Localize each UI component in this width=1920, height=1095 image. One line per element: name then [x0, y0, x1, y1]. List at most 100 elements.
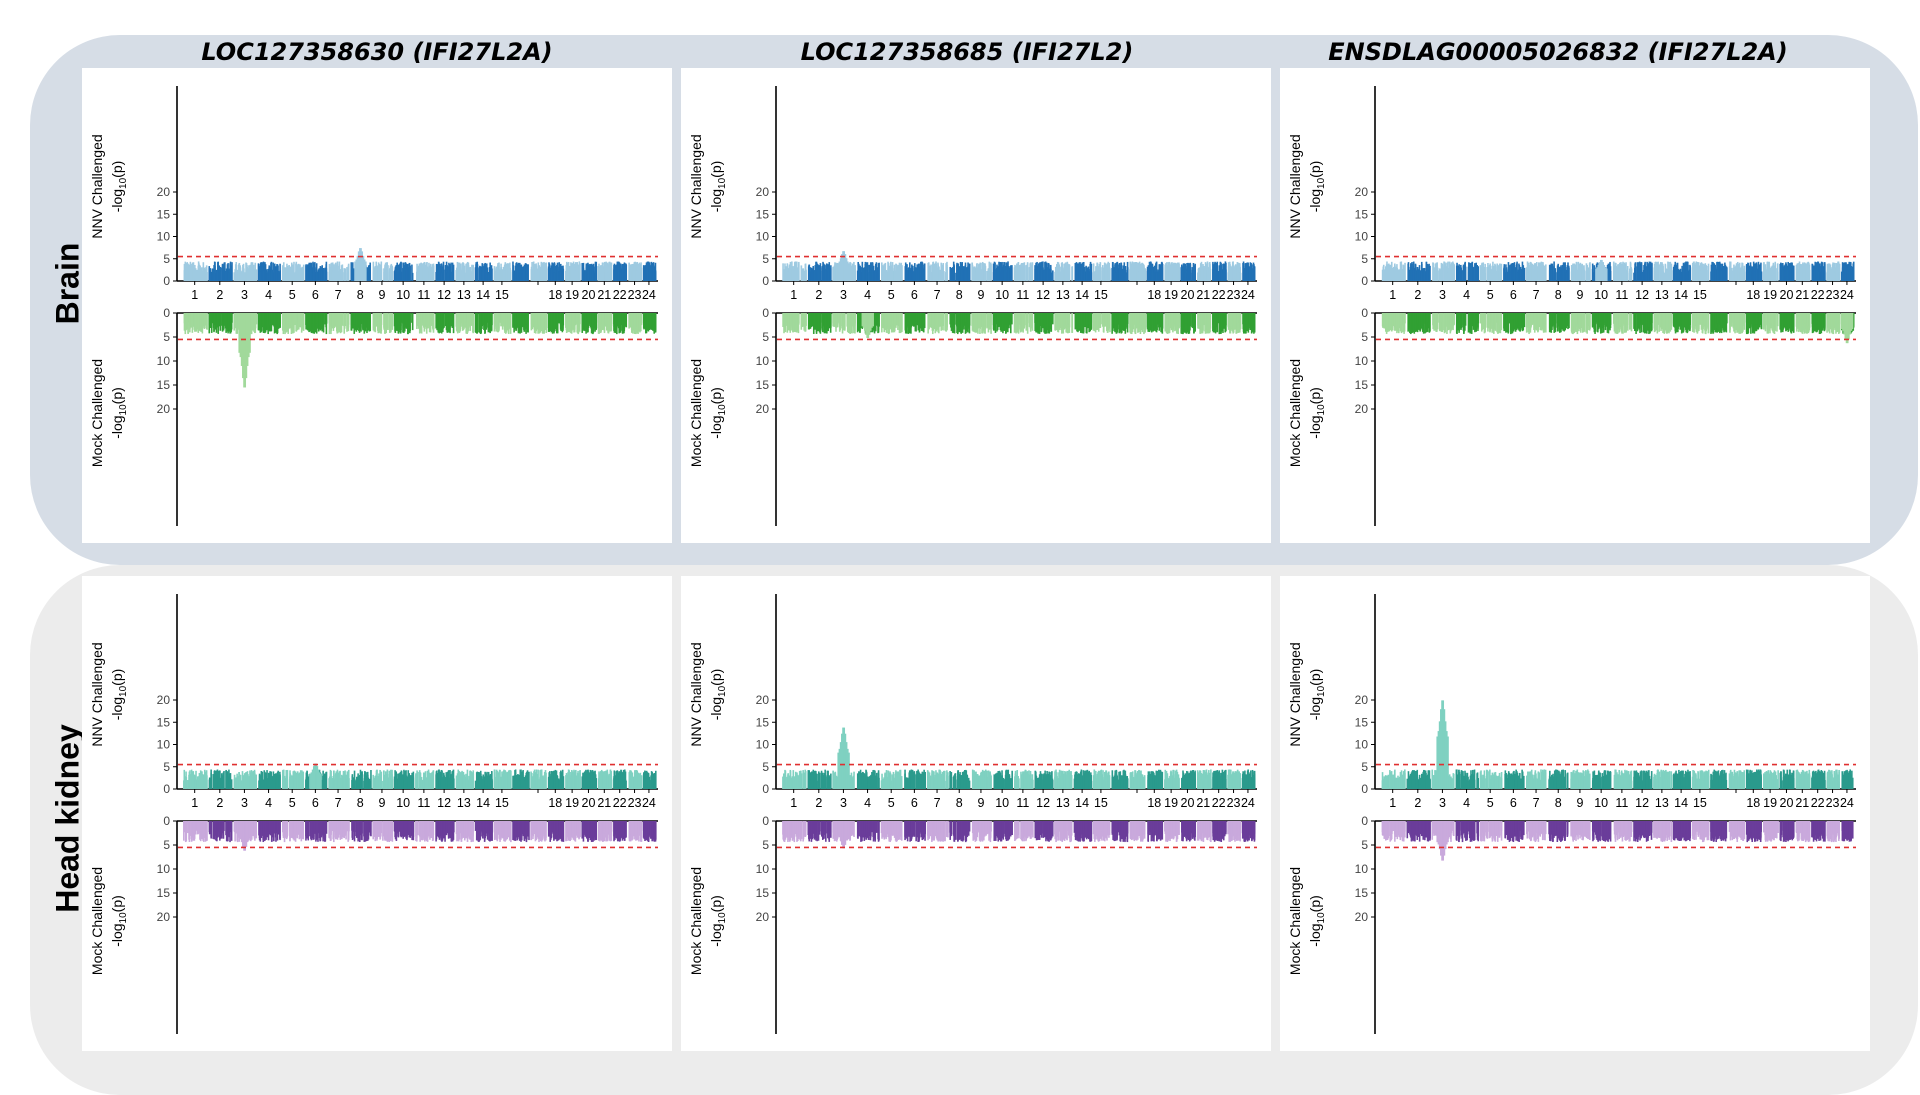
nnv-point-chr12: [452, 272, 454, 281]
nnv-point-chr20: [584, 271, 586, 281]
mock-y-label-suffix: (p): [109, 387, 125, 404]
mock-point-chr17: [1141, 313, 1143, 323]
nnv-point-chr7: [928, 265, 930, 281]
nnv-point-chr6: [920, 263, 922, 281]
tissue-label-brain: Brain: [50, 104, 87, 464]
nnv-point-chr7: [941, 270, 943, 281]
nnv-point-chr7: [340, 269, 342, 281]
nnv-point-chr7: [337, 266, 339, 281]
mock-point-chr2: [824, 313, 826, 331]
mock-y-tick-label: 20: [756, 402, 770, 416]
mock-point-chr8: [949, 313, 951, 324]
mock-point-chr3: [840, 313, 842, 326]
mock-point-chr6: [914, 313, 916, 325]
nnv-point-chr2: [830, 268, 832, 281]
mock-point-chr4: [260, 313, 262, 333]
mock-point-chr13: [467, 313, 469, 333]
nnv-y-label: NNV Challenged-log10(p): [688, 134, 728, 238]
nnv-point-chr6: [310, 263, 312, 281]
mock-point-chr9: [976, 313, 978, 332]
nnv-point-chr20: [1186, 273, 1188, 281]
mock-point-chr12: [1044, 313, 1046, 334]
nnv-point-chr13: [461, 269, 463, 281]
mock-point-chr10: [998, 313, 1000, 327]
nnv-point-chr12: [446, 272, 448, 281]
mock-point-chr7: [940, 313, 942, 326]
nnv-point-chr9: [386, 263, 388, 281]
mock-point-chr8: [356, 313, 358, 325]
mock-y-label: Mock Challenged-log10(p): [688, 359, 728, 467]
mock-point-chr13: [465, 313, 467, 323]
nnv-point-chr4: [266, 273, 268, 281]
nnv-point-chr2: [222, 264, 224, 281]
mock-point-chr8: [360, 313, 362, 332]
mock-point-chr12: [1038, 313, 1040, 327]
mock-point-chr11: [1026, 313, 1028, 331]
mock-point-chr14: [480, 313, 482, 330]
mock-point-chr8: [952, 313, 954, 333]
nnv-point-chr10: [408, 268, 410, 281]
mock-y-label-line1: Mock Challenged: [688, 359, 704, 467]
mock-point-chr21: [602, 313, 604, 329]
mock-point-chr15: [1100, 313, 1102, 328]
mock-point-chr12: [439, 313, 441, 332]
mock-point-chr12: [1050, 313, 1052, 332]
mock-point-chr18: [554, 313, 556, 331]
mock-point-chr11: [426, 313, 428, 329]
mock-y-label-sub: 10: [717, 404, 728, 416]
tissue-label-head-kidney: Head kidney: [50, 639, 87, 999]
mock-y-label-suffix: (p): [708, 387, 724, 404]
nnv-point-chr5: [894, 271, 896, 281]
mock-point-chr3: [836, 313, 838, 327]
x-tick-label-chr20: 20: [582, 288, 596, 302]
nnv-point-chr7: [345, 268, 347, 281]
nnv-point-chr5: [882, 271, 884, 281]
mock-y-tick-label: 20: [157, 402, 171, 416]
nnv-point-chr3: [854, 266, 856, 281]
mock-point-chr19: [1168, 313, 1170, 327]
mock-point-chr18: [1148, 313, 1150, 325]
mock-point-chr1: [801, 313, 803, 330]
nnv-point-chr10: [1000, 262, 1002, 281]
mock-point-chr5: [899, 313, 901, 330]
mock-point-chr9: [982, 313, 984, 334]
nnv-point-chr14: [1086, 270, 1088, 281]
mock-point-chr12: [443, 313, 445, 328]
nnv-y-label-sub: 10: [118, 177, 129, 189]
nnv-point-chr17: [1138, 272, 1140, 281]
nnv-point-chr1: [805, 270, 807, 281]
nnv-point-chr11: [1015, 267, 1017, 281]
nnv-point-chr1: [195, 268, 197, 281]
nnv-point-chr18: [1159, 264, 1161, 281]
nnv-point-chr11: [1019, 265, 1021, 281]
mock-point-chr3: [834, 313, 836, 326]
nnv-point-chr2: [209, 273, 211, 281]
nnv-point-chr8: [949, 267, 951, 281]
nnv-point-chr2: [812, 269, 814, 281]
nnv-point-chr19: [1172, 273, 1174, 281]
mock-point-chr7: [345, 313, 347, 326]
nnv-point-chr24: [653, 262, 655, 281]
mock-point-chr20: [592, 313, 594, 332]
mock-point-chr20: [1194, 313, 1196, 325]
mock-point-chr12: [1034, 313, 1036, 323]
mock-point-chr7: [933, 313, 935, 329]
nnv-point-chr2: [814, 270, 816, 281]
mock-point-chr20: [584, 313, 586, 331]
mock-point-chr8: [362, 313, 364, 323]
nnv-point-chr18: [1153, 273, 1155, 281]
mock-point-chr13: [457, 313, 459, 327]
mock-point-chr7: [943, 313, 945, 330]
nnv-point-chr17: [1141, 263, 1143, 281]
mock-point-chr7: [928, 313, 930, 324]
nnv-point-chr3: [836, 266, 838, 281]
nnv-y-tick-label: 5: [163, 252, 170, 266]
mock-point-chr5: [287, 313, 289, 328]
nnv-point-chr11: [421, 269, 423, 281]
nnv-point-chr8: [952, 271, 954, 281]
nnv-point-chr12: [436, 265, 438, 281]
nnv-point-chr13: [1064, 268, 1066, 281]
mock-point-chr11: [1022, 313, 1024, 333]
nnv-y-label-line2: -log10(p): [109, 161, 129, 213]
mock-y-tick-label: 0: [762, 306, 769, 320]
